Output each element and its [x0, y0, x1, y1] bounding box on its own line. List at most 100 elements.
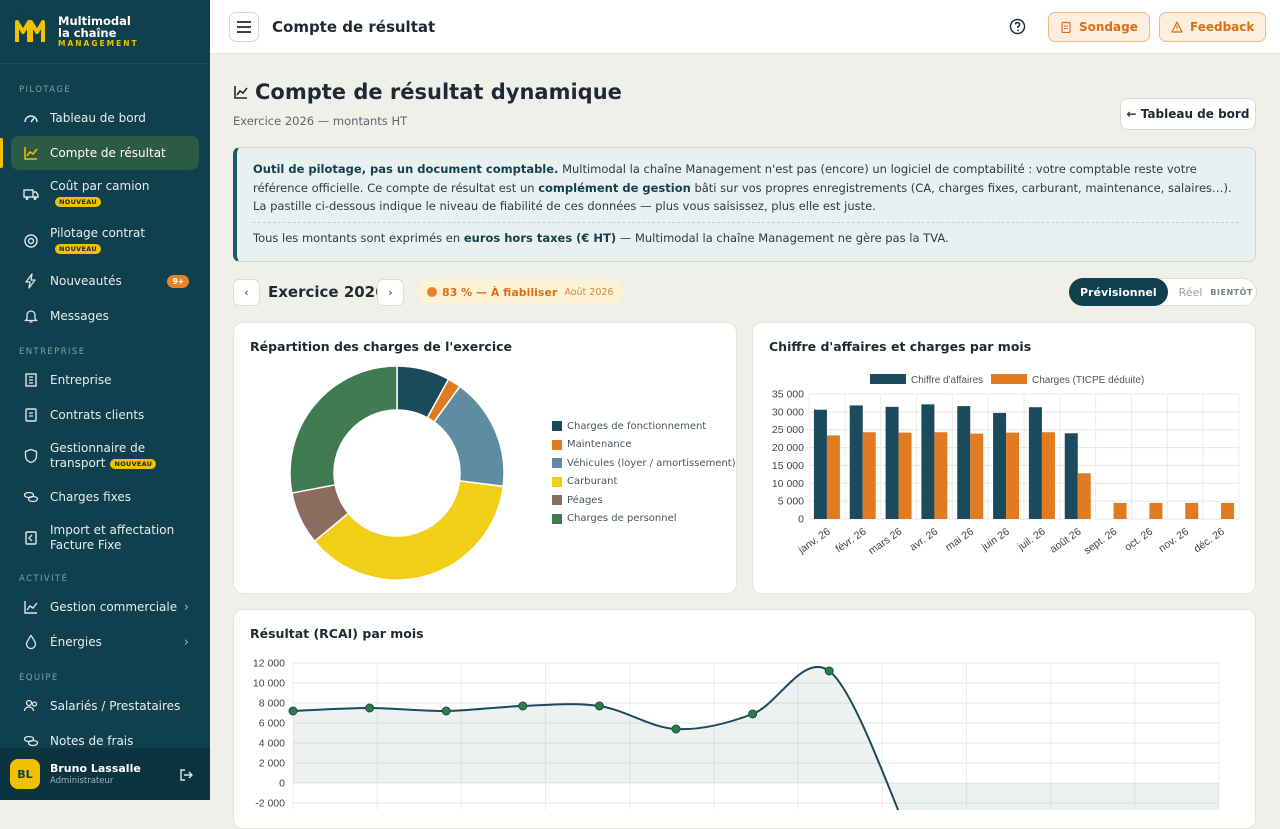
new-badge: NOUVEAU	[110, 459, 157, 470]
sidebar-item-cout-par-camion[interactable]: Coût par camion NOUVEAU	[11, 174, 199, 214]
data-point	[518, 701, 528, 711]
x-tick-label: avr. 26	[907, 526, 940, 554]
brand[interactable]: Multimodal la chaîne MANAGEMENT	[0, 0, 210, 64]
legend-item[interactable]: Charges de fonctionnement	[552, 417, 736, 436]
drop-icon	[22, 634, 39, 651]
charges-breakdown-card: Répartition des charges de l'exercice Ch…	[233, 322, 737, 594]
toggle-reel[interactable]: Réel	[1178, 285, 1203, 299]
legend-swatch	[552, 458, 562, 469]
feedback-label: Feedback	[1190, 20, 1255, 34]
sidebar-item-label: Messages	[50, 308, 109, 323]
sidebar-item-label: Charges fixes	[50, 489, 132, 504]
data-point	[365, 703, 375, 713]
feedback-button[interactable]: Feedback	[1159, 12, 1267, 42]
bar	[1064, 433, 1078, 519]
legend-item[interactable]: Véhicules (loyer / amortissement)	[552, 454, 736, 473]
back-to-dashboard-button[interactable]: ← Tableau de bord	[1120, 98, 1256, 130]
reliability-date: Août 2026	[564, 286, 614, 298]
legend-label: Carburant	[567, 476, 618, 488]
prev-exercise-button[interactable]: ‹	[233, 279, 260, 306]
next-exercise-button[interactable]: ›	[377, 279, 404, 306]
x-tick-label: juin 26	[979, 526, 1012, 554]
menu-toggle-button[interactable]	[229, 11, 259, 42]
info-text-2a: Tous les montants sont exprimés en	[253, 230, 464, 245]
status-dot-icon	[427, 287, 437, 297]
data-point	[748, 709, 758, 719]
trend-icon	[22, 599, 39, 616]
bar	[885, 406, 899, 519]
donut-chart-title: Répartition des charges de l'exercice	[250, 339, 513, 354]
gauge-icon	[22, 110, 39, 127]
y-tick-label: 0	[798, 514, 804, 526]
sidebar-item-gestionnaire-transport[interactable]: Gestionnaire de transport NOUVEAU	[11, 436, 199, 476]
brand-line3: MANAGEMENT	[58, 39, 139, 49]
donut-legend: Charges de fonctionnement Maintenance Véhi…	[552, 417, 736, 528]
line-chart-title: Résultat (RCAI) par mois	[250, 626, 424, 641]
line-chart: 12 000 10 000 8 000 6 000 4 000 2 000 0 -2 000	[253, 658, 1220, 810]
chart-line-icon	[22, 145, 39, 162]
bar	[1149, 502, 1163, 519]
sidebar-item-energies[interactable]: Énergies ›	[11, 625, 199, 659]
x-tick-label: oct. 26	[1122, 526, 1155, 554]
data-point	[671, 724, 681, 734]
y-tick-label: 8 000	[259, 698, 285, 710]
sidebar-item-label: Coût par camion	[50, 179, 150, 193]
avatar[interactable]: BL	[10, 759, 40, 789]
page-subtitle: Exercice 2026 — montants HT	[233, 114, 408, 128]
bar-chart: Chiffre d'affaires Charges (TICPE déduite…	[772, 374, 1240, 557]
bar	[826, 435, 840, 519]
legend-item[interactable]: Maintenance	[552, 436, 736, 455]
reliability-badge: 83 % — À fiabiliser Août 2026	[417, 280, 624, 304]
sidebar-item-nouveautes[interactable]: Nouveautés 9+	[11, 264, 199, 298]
info-text-1a: Multimodal la chaîne Management n'est pa…	[253, 162, 1197, 195]
user-panel: BL Bruno Lassalle Administrateur	[0, 748, 210, 800]
sidebar-item-notes-de-frais[interactable]: Notes de frais	[11, 724, 199, 758]
y-tick-label: 30 000	[772, 406, 804, 418]
sidebar-item-charges-fixes[interactable]: Charges fixes	[11, 480, 199, 514]
sidebar-item-label: Gestionnaire de transport	[50, 441, 146, 470]
legend-swatch	[870, 374, 906, 384]
bell-icon	[22, 308, 39, 325]
sidebar-item-salaries[interactable]: Salariés / Prestataires	[11, 689, 199, 723]
legend-swatch	[552, 495, 562, 506]
data-point	[441, 706, 451, 716]
sidebar: Multimodal la chaîne MANAGEMENT PILOTAGE…	[0, 0, 210, 800]
page-title-text: Compte de résultat dynamique	[255, 80, 622, 104]
x-tick-label: sept. 26	[1082, 526, 1120, 557]
y-tick-label: 35 000	[772, 389, 804, 401]
user-role: Administrateur	[50, 775, 114, 786]
sidebar-item-contrats-clients[interactable]: Contrats clients	[11, 398, 199, 432]
legend-item[interactable]: Charges de personnel	[552, 510, 736, 529]
section-equipe: ÉQUIPE	[19, 673, 59, 683]
sidebar-item-pilotage-contrat[interactable]: Pilotage contrat NOUVEAU	[11, 221, 199, 261]
data-point	[594, 701, 604, 711]
bar	[1028, 407, 1042, 519]
exercise-label: Exercice 2026	[268, 283, 386, 301]
sidebar-item-gestion-commerciale[interactable]: Gestion commerciale ›	[11, 590, 199, 624]
sidebar-item-entreprise[interactable]: Entreprise	[11, 363, 199, 397]
legend-swatch	[552, 476, 562, 487]
y-tick-label: 15 000	[772, 460, 804, 472]
help-icon[interactable]	[1009, 18, 1026, 35]
toggle-previsionnel[interactable]: Prévisionnel	[1069, 278, 1168, 306]
sidebar-item-label: Notes de frais	[50, 733, 134, 748]
logout-icon[interactable]	[179, 767, 193, 781]
revenue-charges-card: Chiffre d'affaires et charges par mois C…	[752, 322, 1256, 594]
sidebar-item-tableau-de-bord[interactable]: Tableau de bord	[11, 101, 199, 135]
info-bold-2: complément de gestion	[538, 180, 691, 195]
info-bold-1: Outil de pilotage, pas un document compt…	[253, 162, 559, 176]
count-badge: 9+	[167, 274, 189, 288]
sidebar-item-import-facture[interactable]: Import et affectation Facture Fixe	[11, 518, 199, 558]
new-badge: NOUVEAU	[55, 197, 101, 208]
legend-label: Charges (TICPE déduite)	[1032, 375, 1144, 386]
sidebar-item-messages[interactable]: Messages	[11, 299, 199, 333]
sondage-button[interactable]: Sondage	[1048, 12, 1150, 42]
info-text-1b: bâti sur vos propres enregistrements (CA…	[253, 180, 1232, 214]
legend-item[interactable]: Péages	[552, 491, 736, 510]
legend-item[interactable]: Carburant	[552, 473, 736, 492]
y-tick-label: 10 000	[253, 678, 285, 690]
x-tick-label: juil. 26	[1015, 526, 1048, 554]
y-tick-label: 6 000	[259, 718, 285, 730]
page-header-title: Compte de résultat	[272, 17, 436, 36]
sidebar-item-compte-de-resultat[interactable]: Compte de résultat	[11, 136, 199, 170]
